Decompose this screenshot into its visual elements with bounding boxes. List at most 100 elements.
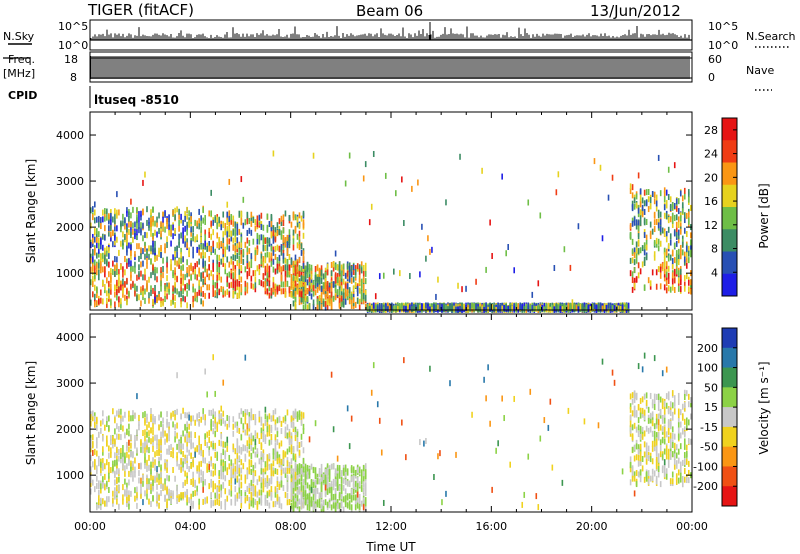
range-gate-cell <box>142 294 144 301</box>
range-gate-cell <box>130 442 132 449</box>
range-gate-cell <box>677 237 680 244</box>
range-gate-cell <box>687 250 690 257</box>
range-gate-cell <box>270 232 273 239</box>
range-gate-cell <box>292 233 295 240</box>
range-gate-cell <box>106 302 108 309</box>
range-gate-cell <box>250 220 253 227</box>
range-gate-cell <box>665 189 668 196</box>
range-gate-cell <box>154 274 156 281</box>
range-gate-cell <box>679 228 682 235</box>
range-gate-cell <box>645 189 648 196</box>
range-gate-cell <box>180 277 182 284</box>
range-gate-cell <box>194 273 196 280</box>
range-gate-cell <box>150 217 152 224</box>
range-gate-cell <box>294 225 297 232</box>
range-gate-cell <box>126 210 128 217</box>
range-gate-cell <box>156 231 158 238</box>
range-gate-cell <box>206 268 208 275</box>
range-gate-cell <box>294 270 297 277</box>
range-gate-cell <box>238 228 241 235</box>
range-gate-cell <box>481 167 483 174</box>
range-gate-cell <box>334 264 337 271</box>
range-gate-cell <box>358 304 361 311</box>
range-gate-cell <box>138 294 140 301</box>
range-gate-cell <box>637 248 640 255</box>
range-gate-cell <box>272 286 275 293</box>
range-gate-cell <box>675 254 678 261</box>
range-gate-cell <box>118 468 120 475</box>
range-gate-cell <box>162 257 164 264</box>
range-gate-cell <box>669 239 672 246</box>
range-gate-cell <box>204 243 206 250</box>
range-gate-cell <box>304 270 307 277</box>
range-gate-cell <box>290 282 293 289</box>
range-gate-cell <box>272 230 275 237</box>
range-gate-cell <box>663 190 666 197</box>
range-gate-cell <box>663 268 666 275</box>
range-gate-cell <box>302 286 305 293</box>
range-gate-cell <box>96 482 98 489</box>
range-gate-cell <box>150 290 152 297</box>
range-gate-cell <box>683 251 686 258</box>
range-gate-cell <box>302 219 305 226</box>
range-gate-cell <box>324 293 327 300</box>
range-gate-cell <box>298 299 301 306</box>
range-gate-cell <box>208 264 210 271</box>
range-gate-cell <box>364 161 367 168</box>
nsky-tick-top-right: 10^5 <box>708 20 738 33</box>
range-gate-cell <box>138 243 140 250</box>
range-gate-cell <box>218 267 221 274</box>
range-gate-cell <box>675 268 678 275</box>
range-gate-cell <box>272 276 275 283</box>
range-gate-cell <box>126 441 128 448</box>
range-gate-cell <box>162 225 164 232</box>
range-gate-cell <box>461 286 463 293</box>
range-gate-cell <box>222 231 225 238</box>
range-gate-cell <box>134 251 136 258</box>
range-gate-cell <box>413 305 415 312</box>
range-gate-cell <box>212 274 215 281</box>
range-gate-cell <box>120 280 122 287</box>
range-gate-cell <box>627 302 630 309</box>
range-gate-cell <box>232 244 235 251</box>
range-gate-cell <box>563 306 566 313</box>
range-gate-cell <box>118 433 120 440</box>
range-gate-cell <box>228 261 231 268</box>
range-gate-cell <box>200 286 202 293</box>
range-gate-cell <box>106 290 108 297</box>
range-gate-cell <box>122 425 124 432</box>
range-gate-cell <box>541 304 544 311</box>
range-gate-cell <box>278 254 281 261</box>
range-gate-cell <box>316 264 319 271</box>
range-gate-cell <box>190 230 192 237</box>
range-gate-cell <box>176 206 178 213</box>
range-gate-cell <box>216 282 219 289</box>
range-gate-cell <box>342 263 345 270</box>
range-gate-cell <box>643 189 646 196</box>
range-gate-cell <box>232 237 235 244</box>
range-gate-cell <box>202 207 204 214</box>
range-gate-cell <box>114 470 116 477</box>
range-gate-cell <box>441 303 443 310</box>
range-gate-cell <box>268 238 271 245</box>
range-gate-cell <box>114 256 116 263</box>
range-gate-cell <box>168 215 170 222</box>
range-gate-cell <box>272 258 275 265</box>
range-gate-cell <box>637 233 640 240</box>
range-gate-cell <box>134 290 136 297</box>
range-gate-cell <box>116 191 118 198</box>
range-gate-cell <box>120 263 122 270</box>
range-gate-cell <box>102 298 104 305</box>
range-gate-cell <box>102 446 104 453</box>
range-gate-cell <box>128 410 130 417</box>
range-gate-cell <box>332 295 335 302</box>
range-gate-cell <box>126 223 128 230</box>
freq-tick-top: 18 <box>64 53 78 66</box>
range-gate-cell <box>174 267 176 274</box>
colorbar-segment <box>722 273 737 297</box>
range-gate-cell <box>326 304 329 311</box>
range-gate-cell <box>110 435 112 442</box>
range-gate-cell <box>300 296 303 303</box>
range-gate-cell <box>274 283 277 290</box>
range-gate-cell <box>106 496 108 503</box>
